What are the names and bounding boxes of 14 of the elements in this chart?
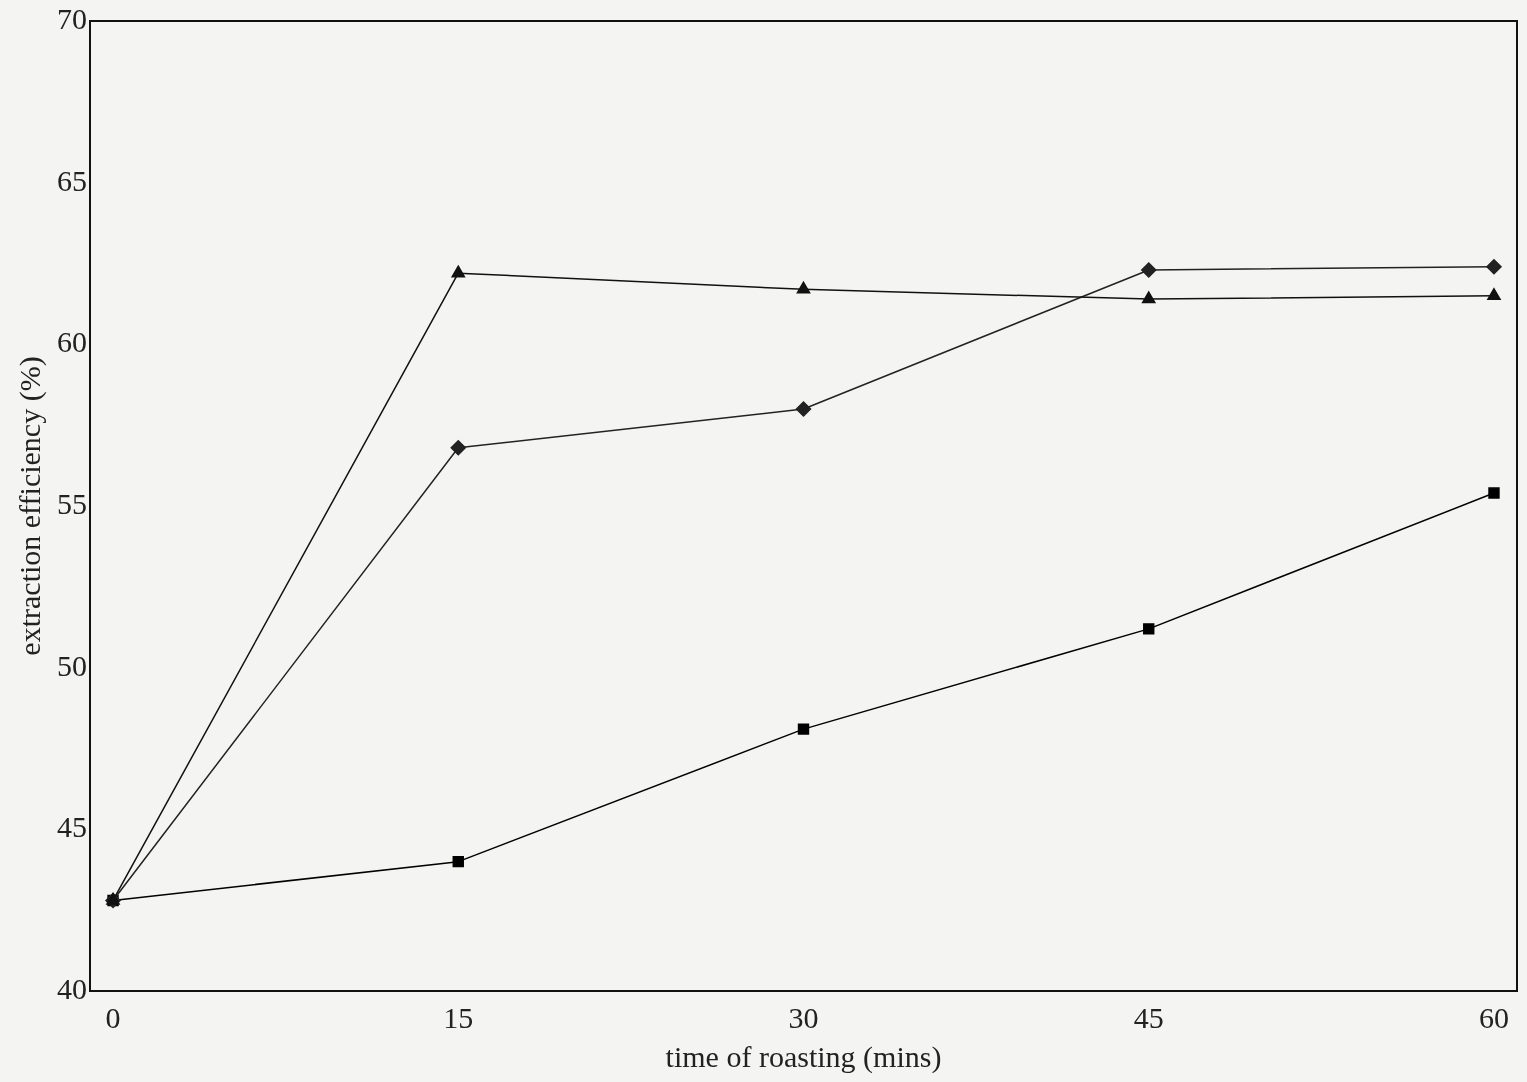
y-axis-title: extraction efficiency (%) — [12, 356, 47, 656]
x-tick-label: 15 — [443, 1000, 474, 1034]
x-tick-label: 45 — [1133, 1000, 1164, 1034]
y-tick-label: 70 — [57, 1, 87, 35]
x-tick-label: 30 — [788, 1000, 819, 1034]
y-tick-label: 60 — [57, 325, 87, 359]
x-tick-label: 60 — [1478, 1000, 1509, 1034]
y-tick-label: 50 — [57, 648, 87, 682]
y-tick-label: 55 — [57, 486, 87, 520]
y-tick-label: 65 — [57, 163, 87, 197]
x-axis-title: time of roasting (mins) — [665, 1039, 942, 1074]
y-tick-label: 45 — [57, 810, 87, 844]
x-tick-label: 0 — [105, 1000, 121, 1034]
y-tick-label: 40 — [57, 971, 87, 1005]
